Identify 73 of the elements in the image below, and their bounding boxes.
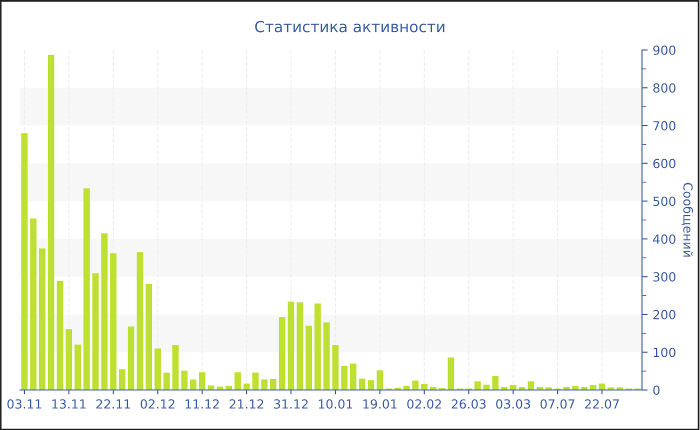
y-tick-label: 400 [653,234,676,244]
bar [332,345,339,390]
bar [341,366,348,390]
bar [110,253,116,390]
bar [39,248,46,390]
bar [83,188,90,390]
bar [30,218,37,390]
bar [154,348,161,390]
bar [252,372,259,390]
x-tick-label: 02.02 [407,399,441,409]
bar [421,384,428,390]
bar [136,252,144,390]
bar [48,54,54,390]
bar [190,379,196,390]
y-tick-label: 800 [653,83,676,93]
x-tick-label: 13.11 [52,399,86,409]
x-tick-label: 19.01 [363,399,397,409]
bar [376,370,384,390]
bar [270,379,276,390]
bar [412,380,419,390]
bar [288,302,294,390]
y-tick-label: 100 [654,348,676,358]
bar [590,385,596,390]
bar [492,376,499,390]
bar [172,345,179,390]
x-tick-label: 02.12 [140,399,174,409]
bar [181,370,188,390]
bar [261,379,268,390]
y-tick-label: 200 [653,310,676,320]
bar [128,326,134,390]
y-tick-label: 700 [653,121,676,130]
y-tick-label: 600 [653,158,676,168]
bar [146,284,152,390]
bar [56,280,64,390]
bar [323,322,330,390]
y-axis-title: Сообщений [682,182,694,257]
bar [358,378,366,390]
x-tick-label: 26.03 [452,399,486,409]
bar [368,380,374,390]
bar [92,273,99,390]
bar [448,358,454,390]
x-tick-label: 22.11 [96,399,130,409]
x-tick-label: 21.12 [230,399,264,409]
bar [216,386,224,390]
y-tick-label: 300 [653,272,676,282]
bar [314,303,321,390]
x-tick-label: 11.12 [186,399,219,409]
bar [350,364,356,390]
bar [296,302,304,390]
x-tick-label: 03.03 [496,399,530,409]
bar [528,381,534,390]
x-tick-label: 22.07 [585,399,619,409]
x-tick-label: 31.12 [274,399,308,409]
bar [243,384,250,390]
bar [510,385,516,390]
bar [101,233,108,390]
chart-title: Статистика активности [255,20,444,32]
bar [74,344,81,390]
y-tick-label: 500 [653,196,676,206]
bar [306,326,312,390]
y-tick-label: 0 [653,385,660,395]
bar [234,372,241,390]
bar [278,317,286,390]
bar [66,329,72,390]
bar [118,369,126,390]
x-tick-label: 07.07 [540,399,574,409]
bar [474,381,481,390]
bar [198,372,206,390]
bar [21,133,28,390]
y-tick-label: 900 [653,45,676,55]
bar [163,372,170,390]
x-tick-label: 03.11 [7,399,42,409]
x-tick-label: 10.01 [318,399,352,409]
